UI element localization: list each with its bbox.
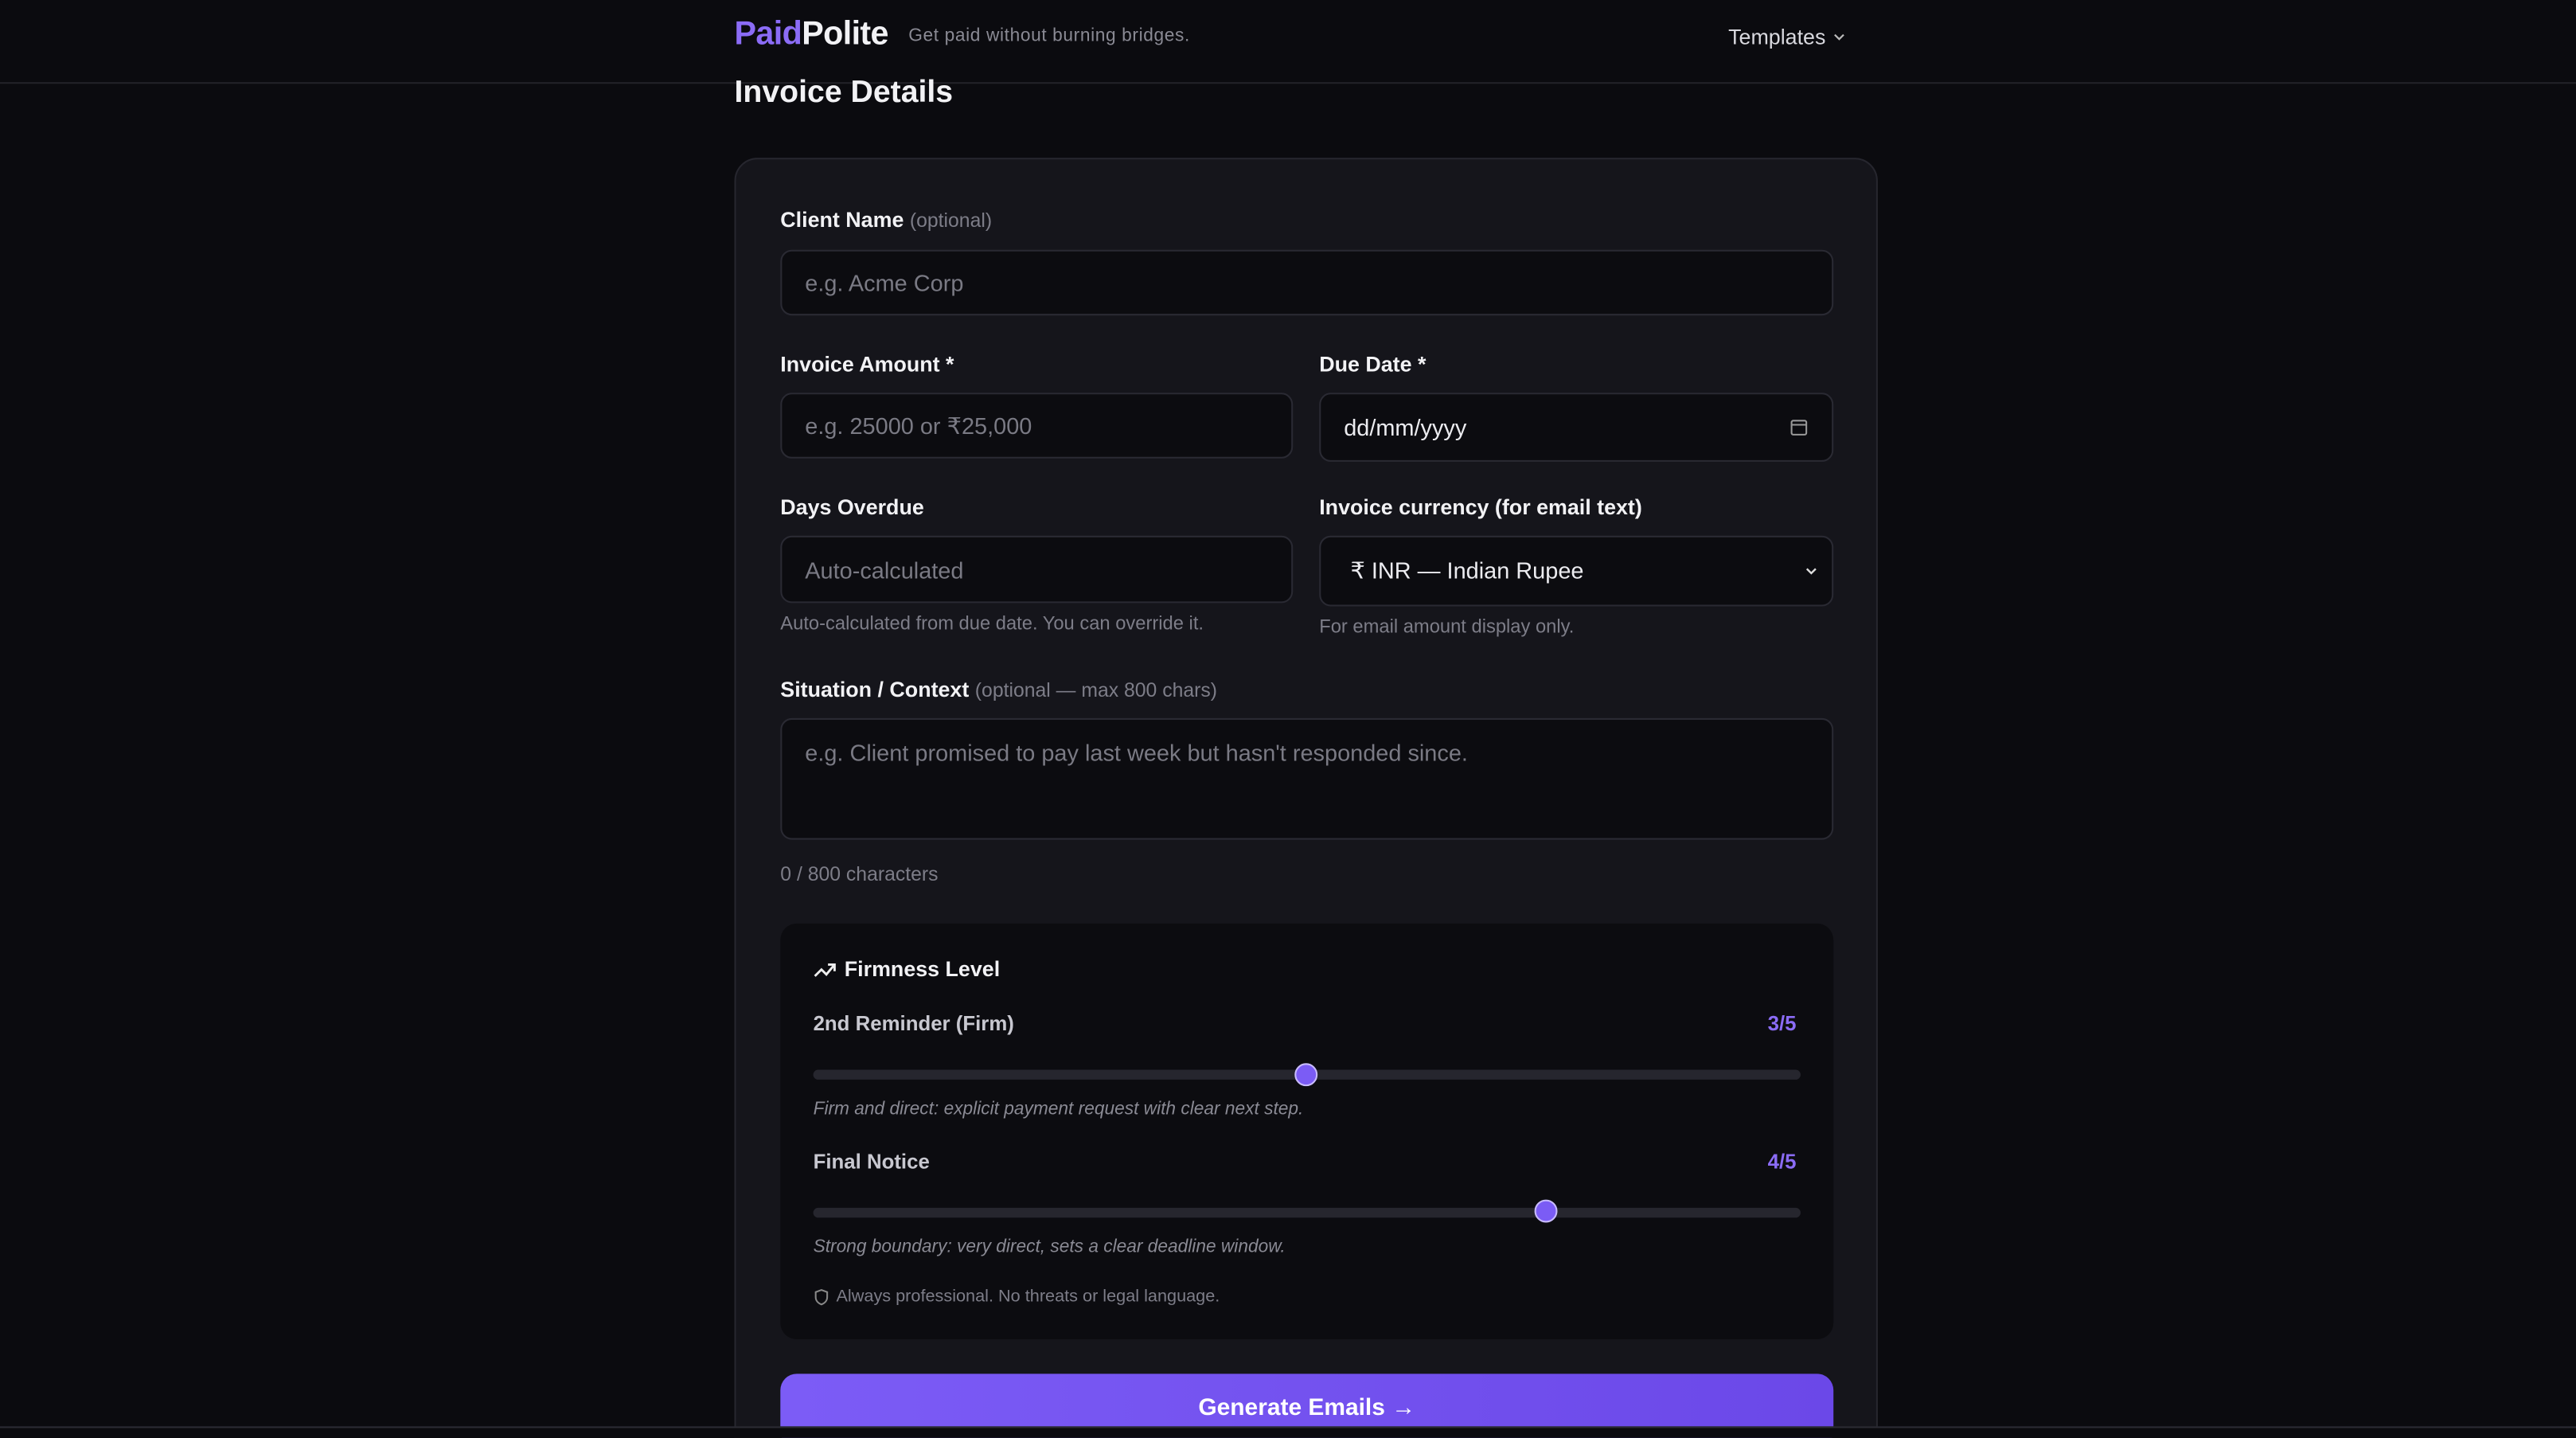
level-description: Firm and direct: explicit payment reques… — [813, 1099, 1304, 1120]
trend-icon — [814, 963, 836, 977]
brand[interactable]: PaidPolite — [734, 16, 889, 54]
amount-input[interactable]: e.g. 25000 or ₹25,000 — [780, 393, 1294, 459]
field-label: Days Overdue — [780, 494, 924, 520]
field-label: Situation / Context (optional — max 800 … — [780, 677, 1217, 701]
label-text: Situation / Context — [780, 677, 970, 702]
header — [0, 0, 2576, 84]
field-label: Due Date * — [1319, 351, 1427, 377]
firmness-panel — [780, 923, 1834, 1339]
slider-track[interactable] — [813, 1207, 1801, 1218]
help-text: For email amount display only. — [1319, 617, 1575, 638]
label-hint: (optional — max 800 chars) — [974, 678, 1218, 702]
slider-thumb[interactable] — [1294, 1063, 1318, 1087]
input-value: dd/mm/yyyy — [1344, 414, 1467, 441]
select-value: ₹ INR — Indian Rupee — [1350, 557, 1584, 584]
field-label: Invoice currency (for email text) — [1319, 494, 1642, 520]
label-hint: (optional) — [909, 209, 993, 232]
days-overdue-input[interactable]: Auto-calculated — [780, 535, 1294, 604]
char-counter: 0 / 800 characters — [780, 862, 939, 886]
context-textarea[interactable]: e.g. Client promised to pay last week bu… — [780, 717, 1834, 840]
calendar-icon[interactable] — [1789, 417, 1809, 437]
chevron — [1805, 568, 1817, 575]
brand-part: Paid — [734, 16, 802, 53]
field-label: Client Name (optional) — [780, 207, 992, 232]
chevron — [1833, 33, 1844, 41]
currency-select[interactable]: ₹ INR — Indian Rupee — [1319, 535, 1834, 607]
section-title: Invoice Details — [734, 75, 954, 111]
nav-templates[interactable]: Templates — [1728, 25, 1846, 49]
level-score: 4/5 — [1767, 1150, 1797, 1174]
brand-part: Polite — [802, 16, 888, 53]
placeholder: e.g. Client promised to pay last week bu… — [805, 739, 1468, 766]
label-text: Client Name — [780, 207, 904, 232]
bottom-bar — [0, 1426, 2576, 1438]
field-label: Invoice Amount * — [780, 351, 954, 377]
help-text: Auto-calculated from due date. You can o… — [780, 614, 1204, 635]
firmness-note: Always professional. No threats or legal… — [836, 1286, 1220, 1307]
level-description: Strong boundary: very direct, sets a cle… — [813, 1237, 1286, 1257]
shield-icon — [814, 1288, 829, 1306]
client-name-input[interactable]: e.g. Acme Corp — [780, 249, 1834, 316]
level-name: Final Notice — [813, 1150, 930, 1174]
due-date-input[interactable]: dd/mm/yyyy — [1319, 393, 1834, 462]
tagline: Get paid without burning bridges. — [908, 26, 1190, 46]
placeholder: e.g. 25000 or ₹25,000 — [805, 411, 1032, 439]
placeholder: e.g. Acme Corp — [805, 269, 964, 296]
firmness-title: Firmness Level — [844, 956, 1001, 982]
slider-thumb[interactable] — [1534, 1199, 1558, 1223]
placeholder: Auto-calculated — [805, 556, 964, 583]
level-score: 3/5 — [1767, 1012, 1797, 1036]
button-label: Generate Emails → — [1198, 1395, 1416, 1422]
nav-label: Templates — [1728, 24, 1826, 49]
level-name: 2nd Reminder (Firm) — [813, 1012, 1014, 1036]
